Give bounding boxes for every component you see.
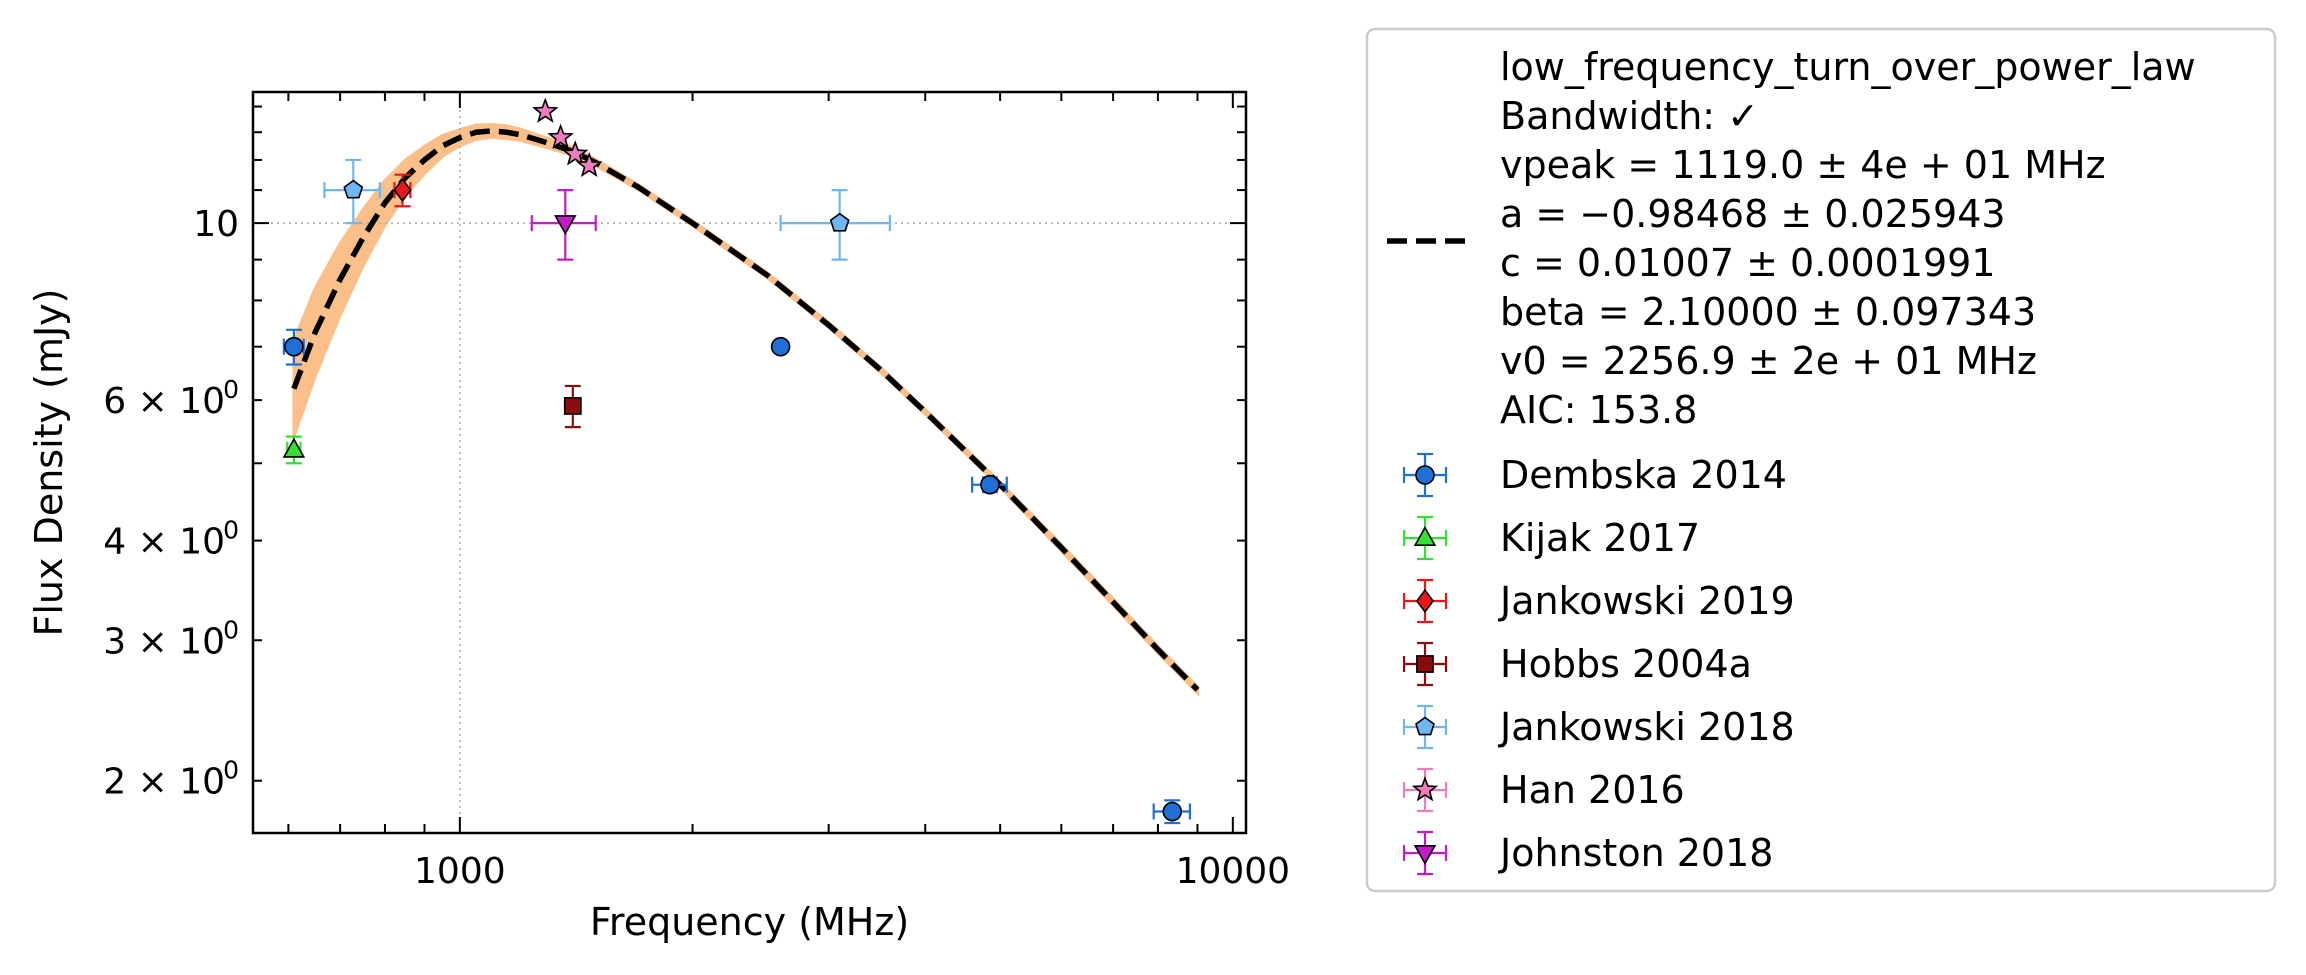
- y-tick-exponent: 0: [223, 615, 239, 644]
- data-point: [547, 123, 574, 149]
- y-tick-exponent: 0: [223, 516, 239, 545]
- data-points-layer: [282, 97, 1192, 825]
- legend-label: Johnston 2018: [1498, 831, 1773, 875]
- y-tick-exponent: 0: [223, 756, 239, 785]
- legend-label: Kijak 2017: [1500, 516, 1700, 560]
- y-tick-label: 6 × 10: [103, 381, 225, 422]
- y-tick-label: 3 × 10: [103, 621, 225, 662]
- series-jankowski-2019: [393, 173, 412, 208]
- y-tick-label: 10: [193, 204, 239, 245]
- legend-label: Dembska 2014: [1500, 453, 1787, 497]
- legend-model-text: AIC: 153.8: [1500, 388, 1697, 432]
- legend-label: Hobbs 2004a: [1500, 642, 1752, 686]
- fit-uncertainty-band: [292, 122, 1199, 697]
- y-tick-exponent: 0: [223, 375, 239, 404]
- x-axis-label: Frequency (MHz): [590, 900, 909, 944]
- data-point: [1162, 801, 1183, 822]
- legend-model-text: v0 = 2256.9 ± 2e + 01 MHz: [1500, 339, 2037, 383]
- data-point: [393, 177, 412, 203]
- legend-label: Han 2016: [1500, 768, 1685, 812]
- legend-marker: [1415, 588, 1435, 614]
- series-johnston-2018: [530, 188, 597, 261]
- legend-marker: [1415, 716, 1435, 736]
- fit-uncertainty-band-layer: [292, 122, 1199, 697]
- data-point: [980, 474, 1000, 495]
- x-tick-label: 1000: [414, 851, 506, 892]
- legend-label: Jankowski 2019: [1498, 579, 1795, 623]
- series-hobbs-2004a: [563, 384, 582, 429]
- x-tick-label: 10000: [1176, 851, 1291, 892]
- legend-marker: [1416, 655, 1434, 673]
- fit-curve: [291, 128, 1200, 692]
- data-point: [284, 336, 304, 357]
- data-point: [343, 179, 364, 199]
- series-jankowski-2018: [323, 158, 891, 261]
- y-axis-label: Flux Density (mJy): [27, 289, 71, 637]
- legend-box: [1365, 27, 2277, 893]
- y-tick-label: 2 × 10: [103, 762, 225, 803]
- legend-model-text: a = −0.98468 ± 0.025943: [1500, 192, 2006, 236]
- series-han-2016: [532, 97, 603, 178]
- legend-model-text: beta = 2.10000 ± 0.097343: [1500, 290, 2036, 334]
- data-point: [532, 97, 559, 123]
- legend-model-text: c = 0.01007 ± 0.0001991: [1500, 241, 1996, 285]
- legend-marker: [1415, 465, 1435, 485]
- data-point: [561, 140, 589, 166]
- data-point: [554, 215, 577, 236]
- data-point: [575, 151, 603, 178]
- legend-marker: [1411, 776, 1439, 802]
- data-point: [829, 212, 850, 232]
- legend-model-text: low_frequency_turn_over_power_law: [1500, 45, 2196, 89]
- legend-model-text: vpeak = 1119.0 ± 4e + 01 MHz: [1500, 143, 2106, 187]
- fit-curve-layer: [291, 128, 1200, 692]
- series-dembska-2014: [282, 328, 1192, 825]
- legend-marker: [1413, 844, 1437, 866]
- legend-model-text: Bandwidth: ✓: [1500, 94, 1759, 138]
- legend: low_frequency_turn_over_power_law Bandwid…: [1365, 27, 2277, 893]
- data-point: [563, 397, 582, 415]
- legend-label: Jankowski 2018: [1498, 705, 1795, 749]
- y-tick-label: 4 × 10: [103, 522, 225, 563]
- legend-marker: [1413, 525, 1437, 547]
- series-kijak-2017: [282, 435, 306, 465]
- data-point: [282, 437, 306, 458]
- data-point: [770, 336, 791, 357]
